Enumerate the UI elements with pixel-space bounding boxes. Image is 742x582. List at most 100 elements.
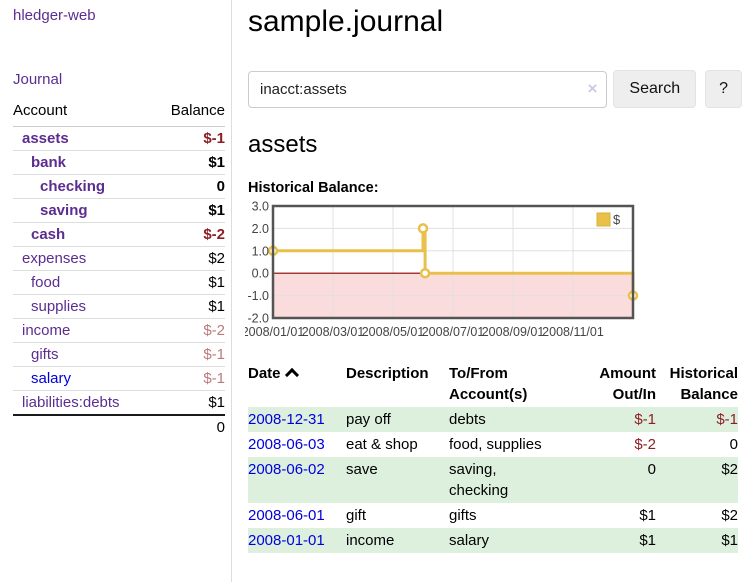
- chart-data-point: [419, 267, 431, 279]
- sidebar-account-link[interactable]: assets: [22, 130, 69, 147]
- x-axis-tick-label: 2008/01/01: [245, 325, 304, 339]
- search-button[interactable]: Search: [613, 70, 697, 108]
- x-axis-tick-label: 2008/03/01: [302, 325, 365, 339]
- y-axis-tick-label: -1.0: [247, 289, 269, 303]
- accounts-total-value: 0: [153, 414, 225, 439]
- search-input[interactable]: [248, 70, 608, 108]
- transaction-balance: $1: [721, 532, 738, 549]
- transaction-description: gift: [346, 507, 367, 524]
- sidebar-account-link[interactable]: income: [22, 322, 71, 339]
- app-brand-link[interactable]: hledger-web: [13, 7, 96, 24]
- transaction-date-link[interactable]: 2008-06-02: [248, 461, 325, 478]
- sidebar-account-link[interactable]: checking: [40, 178, 106, 195]
- sidebar-account-link[interactable]: supplies: [31, 298, 87, 315]
- register-header-row: Date Description To/From Account(s) Amou…: [248, 361, 738, 407]
- register-row: 2008-06-02 save saving, checking 0 $2: [248, 457, 738, 503]
- y-axis-tick-label: 0.0: [252, 267, 269, 281]
- transaction-balance: $-1: [716, 411, 738, 428]
- transaction-description: pay off: [346, 411, 391, 428]
- account-row: assets $-1: [13, 127, 225, 151]
- y-axis-tick-label: 2.0: [252, 222, 269, 236]
- sidebar-account-link[interactable]: liabilities:debts: [22, 394, 120, 411]
- transaction-amount: 0: [647, 461, 656, 478]
- register-row: 2008-01-01 income salary $1 $1: [248, 528, 738, 553]
- register-row: 2008-12-31 pay off debts $-1 $-1: [248, 407, 738, 432]
- transaction-date-link[interactable]: 2008-06-03: [248, 436, 325, 453]
- sidebar-account-link[interactable]: saving: [40, 202, 88, 219]
- account-row: bank $1: [13, 150, 225, 175]
- account-row: gifts $-1: [13, 342, 225, 367]
- historical-balance-chart: $3.0 2.0 1.0 0.0 -1.0 -2.02008/01/012008/03/0…: [245, 200, 639, 339]
- x-axis-tick-label: 2008/05/01: [362, 325, 425, 339]
- register-table: Date Description To/From Account(s) Amou…: [248, 361, 738, 553]
- help-button[interactable]: ?: [705, 70, 742, 108]
- register-col-date[interactable]: Date: [248, 361, 346, 407]
- account-row: cash $-2: [13, 222, 225, 247]
- sidebar-account-link[interactable]: expenses: [22, 250, 87, 267]
- sidebar-account-link[interactable]: cash: [31, 226, 66, 243]
- accounts-header-row: Account Balance: [13, 99, 225, 127]
- register-col-description: Description: [346, 365, 429, 382]
- transaction-description: eat & shop: [346, 436, 418, 453]
- account-balance: 0: [153, 174, 225, 199]
- search-input-wrap: ×: [248, 70, 608, 108]
- x-axis-tick-label: 2008/11/01: [542, 325, 604, 339]
- account-balance: $1: [153, 294, 225, 319]
- account-balance: $2: [153, 246, 225, 271]
- transaction-balance: $2: [721, 507, 738, 524]
- accounts-total-spacer: [13, 414, 154, 439]
- legend-swatch-icon: [596, 212, 611, 227]
- account-row: income $-2: [13, 318, 225, 343]
- accounts-table-body: assets $-1 bank $1 checking 0 saving $1 cash $-2 e…: [13, 127, 225, 415]
- main-content: sample.journal × Search ? assets Histori…: [245, 0, 742, 553]
- transaction-date-link[interactable]: 2008-01-01: [248, 532, 325, 549]
- transaction-accounts: salary: [449, 532, 490, 549]
- transaction-amount: $1: [639, 532, 656, 549]
- y-axis-tick-label: 1.0: [252, 244, 269, 258]
- transaction-accounts: gifts: [449, 507, 477, 524]
- transaction-description: income: [346, 532, 395, 549]
- account-balance: $-1: [153, 366, 225, 391]
- account-balance: $1: [153, 390, 225, 415]
- register-row: 2008-06-01 gift gifts $1 $2: [248, 503, 738, 528]
- sidebar-account-link[interactable]: food: [31, 274, 61, 291]
- sidebar-account-link[interactable]: salary: [31, 370, 72, 387]
- transaction-date-link[interactable]: 2008-12-31: [248, 411, 325, 428]
- legend-label: $: [613, 212, 621, 227]
- transaction-description: save: [346, 461, 378, 478]
- account-row: saving $1: [13, 198, 225, 223]
- accounts-total-row: 0: [13, 414, 225, 439]
- account-balance: $1: [153, 270, 225, 295]
- account-balance: $-1: [203, 130, 225, 147]
- transaction-balance: 0: [729, 436, 738, 453]
- register-table-body: 2008-12-31 pay off debts $-1 $-1 2008-06-03 ea…: [248, 407, 738, 553]
- sidebar-account-link[interactable]: gifts: [31, 346, 59, 363]
- transaction-amount: $1: [639, 507, 656, 524]
- transaction-amount: $-1: [634, 411, 656, 428]
- search-form: × Search ?: [248, 70, 742, 108]
- page-title: sample.journal: [248, 5, 444, 38]
- transaction-date-link[interactable]: 2008-06-01: [248, 507, 325, 524]
- chart-title: Historical Balance:: [248, 180, 379, 196]
- account-row: salary $-1: [13, 366, 225, 391]
- x-axis-tick-label: 2008/07/01: [422, 325, 485, 339]
- transaction-accounts: debts: [449, 411, 486, 428]
- sidebar-account-link[interactable]: bank: [31, 154, 67, 171]
- account-row: liabilities:debts $1: [13, 390, 225, 415]
- register-col-amount: Amount Out/In: [599, 365, 656, 403]
- sort-asc-icon: [284, 367, 299, 383]
- account-balance: $-2: [153, 222, 225, 247]
- account-row: food $1: [13, 270, 225, 295]
- transaction-accounts: saving, checking: [449, 461, 509, 499]
- transaction-balance: $2: [721, 461, 738, 478]
- clear-search-icon[interactable]: ×: [587, 78, 598, 98]
- y-axis-tick-label: -2.0: [247, 312, 269, 326]
- account-row: supplies $1: [13, 294, 225, 319]
- x-axis-tick-label: 2008/09/01: [482, 325, 545, 339]
- sidebar-item-journal[interactable]: Journal: [13, 71, 63, 88]
- chart-frame: [271, 204, 635, 320]
- account-balance: $1: [153, 150, 225, 175]
- account-balance: $1: [153, 198, 225, 223]
- accounts-col-account: Account: [13, 99, 154, 127]
- account-row: checking 0: [13, 174, 225, 199]
